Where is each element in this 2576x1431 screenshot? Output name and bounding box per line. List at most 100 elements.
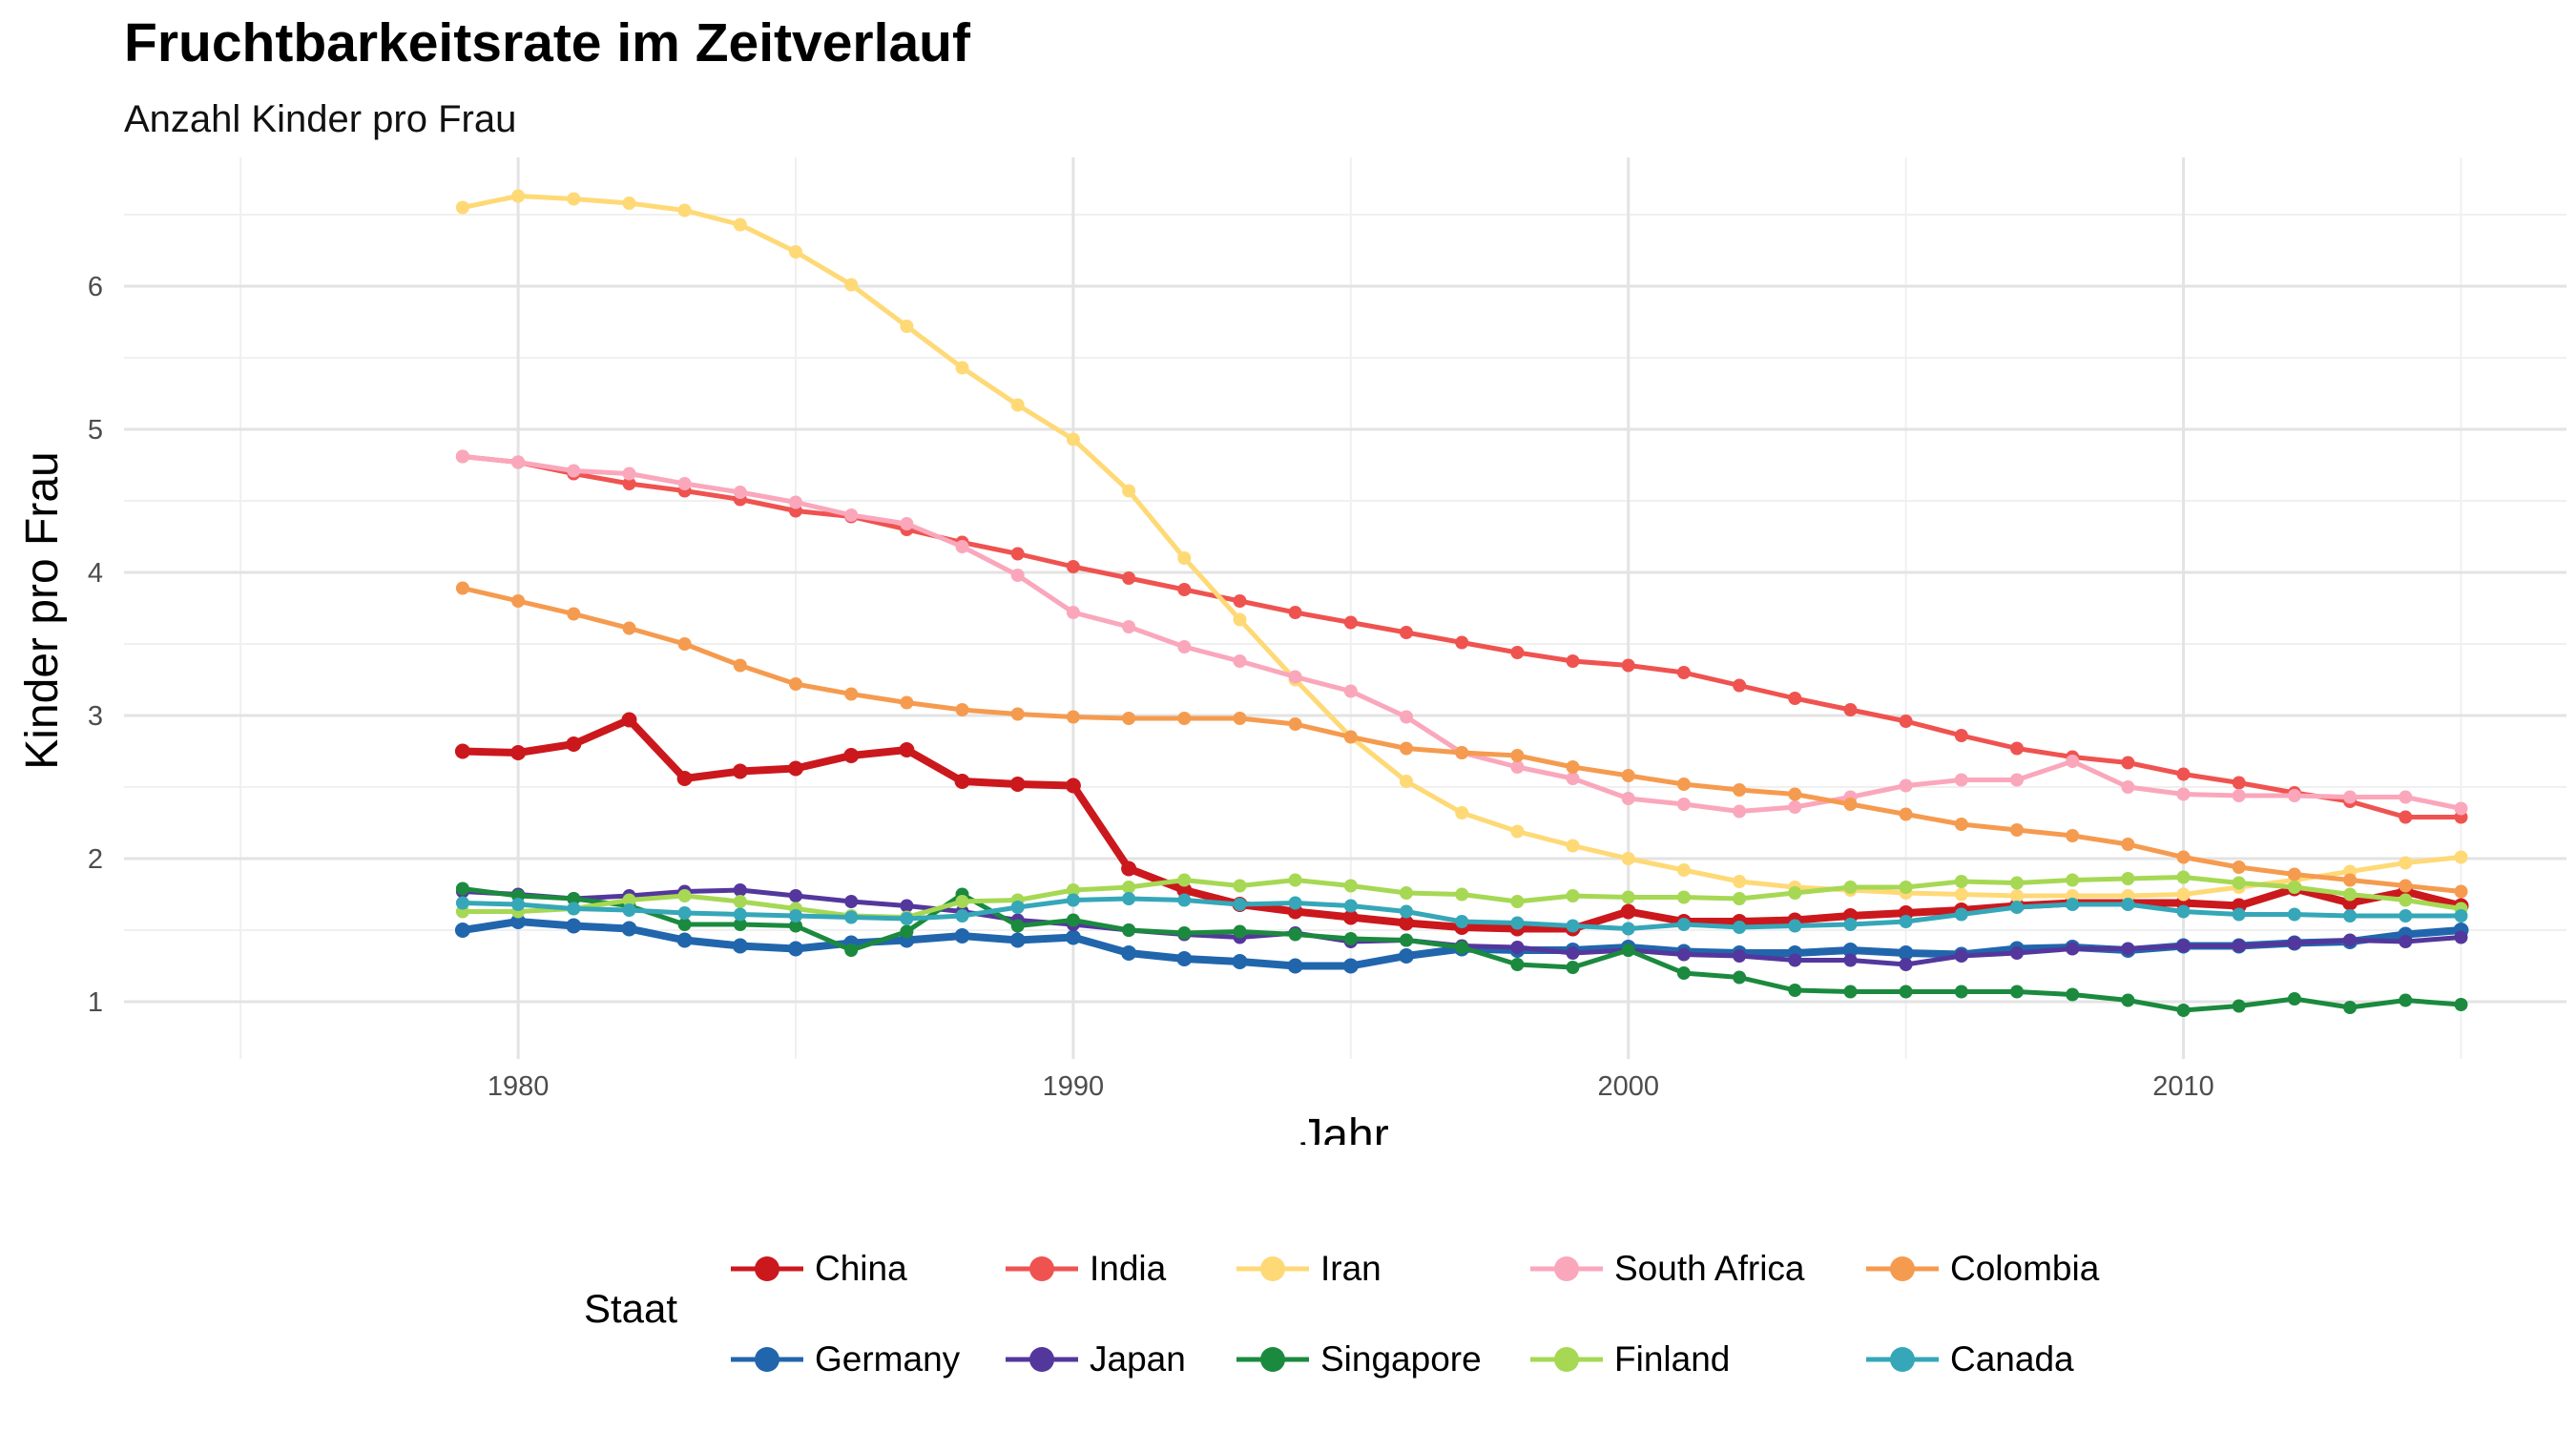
data-point-colombia	[1676, 778, 1691, 791]
data-point-china	[1176, 882, 1193, 898]
data-point-germany	[1342, 958, 1359, 974]
data-point-canada	[1733, 921, 1747, 934]
data-point-south-africa	[733, 486, 747, 499]
data-point-germany	[788, 941, 803, 957]
data-point-iran	[789, 245, 802, 259]
data-point-colombia	[1566, 760, 1580, 774]
data-point-india	[1010, 547, 1025, 561]
data-point-colombia	[1455, 746, 1469, 759]
data-point-singapore	[1621, 944, 1635, 957]
data-point-iran	[567, 192, 581, 206]
data-point-colombia	[677, 637, 692, 651]
data-point-colombia	[1066, 710, 1080, 724]
data-point-south-africa	[455, 449, 469, 464]
data-point-finland	[2287, 881, 2301, 894]
data-point-iran	[900, 320, 914, 333]
data-point-finland	[1066, 883, 1080, 897]
data-point-south-africa	[1177, 640, 1192, 653]
data-point-finland	[1233, 879, 1247, 893]
data-point-colombia	[1233, 712, 1247, 725]
data-point-south-africa	[1066, 606, 1080, 619]
data-point-finland	[1733, 892, 1747, 905]
data-point-canada	[955, 909, 969, 923]
data-point-south-africa	[622, 467, 636, 481]
data-point-finland	[2343, 887, 2358, 902]
data-point-singapore	[1122, 923, 1136, 937]
data-point-south-africa	[2176, 787, 2191, 801]
data-point-south-africa	[2232, 789, 2246, 802]
data-point-finland	[2399, 893, 2413, 907]
data-point-finland	[2121, 872, 2135, 885]
data-point-japan	[2176, 939, 2191, 953]
data-point-colombia	[2066, 829, 2080, 842]
data-point-iran	[1676, 863, 1691, 877]
data-point-india	[1177, 583, 1192, 596]
data-point-japan	[2010, 946, 2024, 960]
legend-item-singapore: Singapore	[1231, 1333, 1482, 1386]
x-tick-label: 1980	[488, 1071, 550, 1102]
data-point-finland	[1788, 886, 1802, 900]
data-point-finland	[1676, 890, 1691, 904]
data-point-germany	[1898, 945, 1914, 961]
data-point-canada	[1788, 919, 1802, 933]
y-tick-label: 5	[88, 415, 103, 446]
data-point-iran	[1177, 551, 1192, 565]
data-point-japan	[1899, 958, 1913, 971]
data-point-south-africa	[900, 517, 914, 530]
data-point-germany	[1399, 948, 1414, 964]
data-point-iran	[955, 361, 969, 375]
data-point-iran	[1455, 806, 1469, 819]
data-point-india	[1621, 658, 1635, 673]
data-point-canada	[677, 906, 692, 920]
data-point-colombia	[1010, 707, 1025, 721]
data-point-south-africa	[1400, 710, 1413, 724]
legend-item-iran: Iran	[1231, 1242, 1381, 1296]
data-point-india	[2010, 741, 2024, 756]
data-point-south-africa	[1899, 778, 1913, 793]
data-point-iran	[1010, 398, 1025, 412]
data-point-japan	[1676, 947, 1691, 962]
data-point-canada	[1899, 915, 1913, 928]
data-point-china	[454, 743, 470, 759]
data-point-south-africa	[1676, 798, 1691, 811]
data-point-south-africa	[1788, 800, 1802, 814]
data-point-colombia	[2121, 838, 2135, 851]
data-point-south-africa	[1954, 773, 1968, 787]
data-point-south-africa	[677, 477, 692, 490]
legend-label-germany: Germany	[815, 1339, 961, 1379]
data-point-germany	[1065, 929, 1081, 945]
data-point-canada	[1954, 907, 1968, 922]
data-point-colombia	[1177, 712, 1192, 725]
data-point-japan	[2399, 935, 2413, 948]
legend-item-japan: Japan	[1000, 1333, 1186, 1386]
data-point-china	[1620, 903, 1636, 920]
data-point-singapore	[1899, 985, 1913, 999]
data-point-south-africa	[2454, 801, 2468, 816]
legend-key-south-africa	[1530, 1256, 1603, 1281]
data-point-singapore	[2010, 985, 2024, 999]
data-point-iran	[1621, 852, 1635, 865]
y-tick-label: 4	[88, 558, 103, 589]
data-point-singapore	[1510, 958, 1525, 971]
data-point-india	[1954, 729, 1968, 742]
data-point-china	[1009, 777, 1026, 792]
data-point-india	[1733, 678, 1747, 693]
data-point-singapore	[2121, 993, 2135, 1007]
data-point-singapore	[900, 924, 914, 939]
data-point-iran	[2454, 850, 2468, 864]
data-point-colombia	[2010, 823, 2024, 837]
data-point-colombia	[455, 581, 469, 595]
y-tick-label: 2	[88, 844, 103, 875]
data-point-india	[1455, 635, 1469, 650]
data-point-germany	[454, 923, 470, 938]
data-point-india	[2399, 810, 2413, 824]
data-point-canada	[1010, 901, 1025, 914]
data-point-south-africa	[2343, 790, 2358, 804]
data-point-finland	[1954, 875, 1968, 888]
data-point-iran	[1566, 839, 1580, 853]
data-point-colombia	[844, 687, 859, 701]
data-point-south-africa	[2399, 790, 2413, 804]
data-point-japan	[1510, 941, 1525, 954]
data-point-canada	[2066, 898, 2080, 911]
data-point-singapore	[1954, 985, 1968, 999]
